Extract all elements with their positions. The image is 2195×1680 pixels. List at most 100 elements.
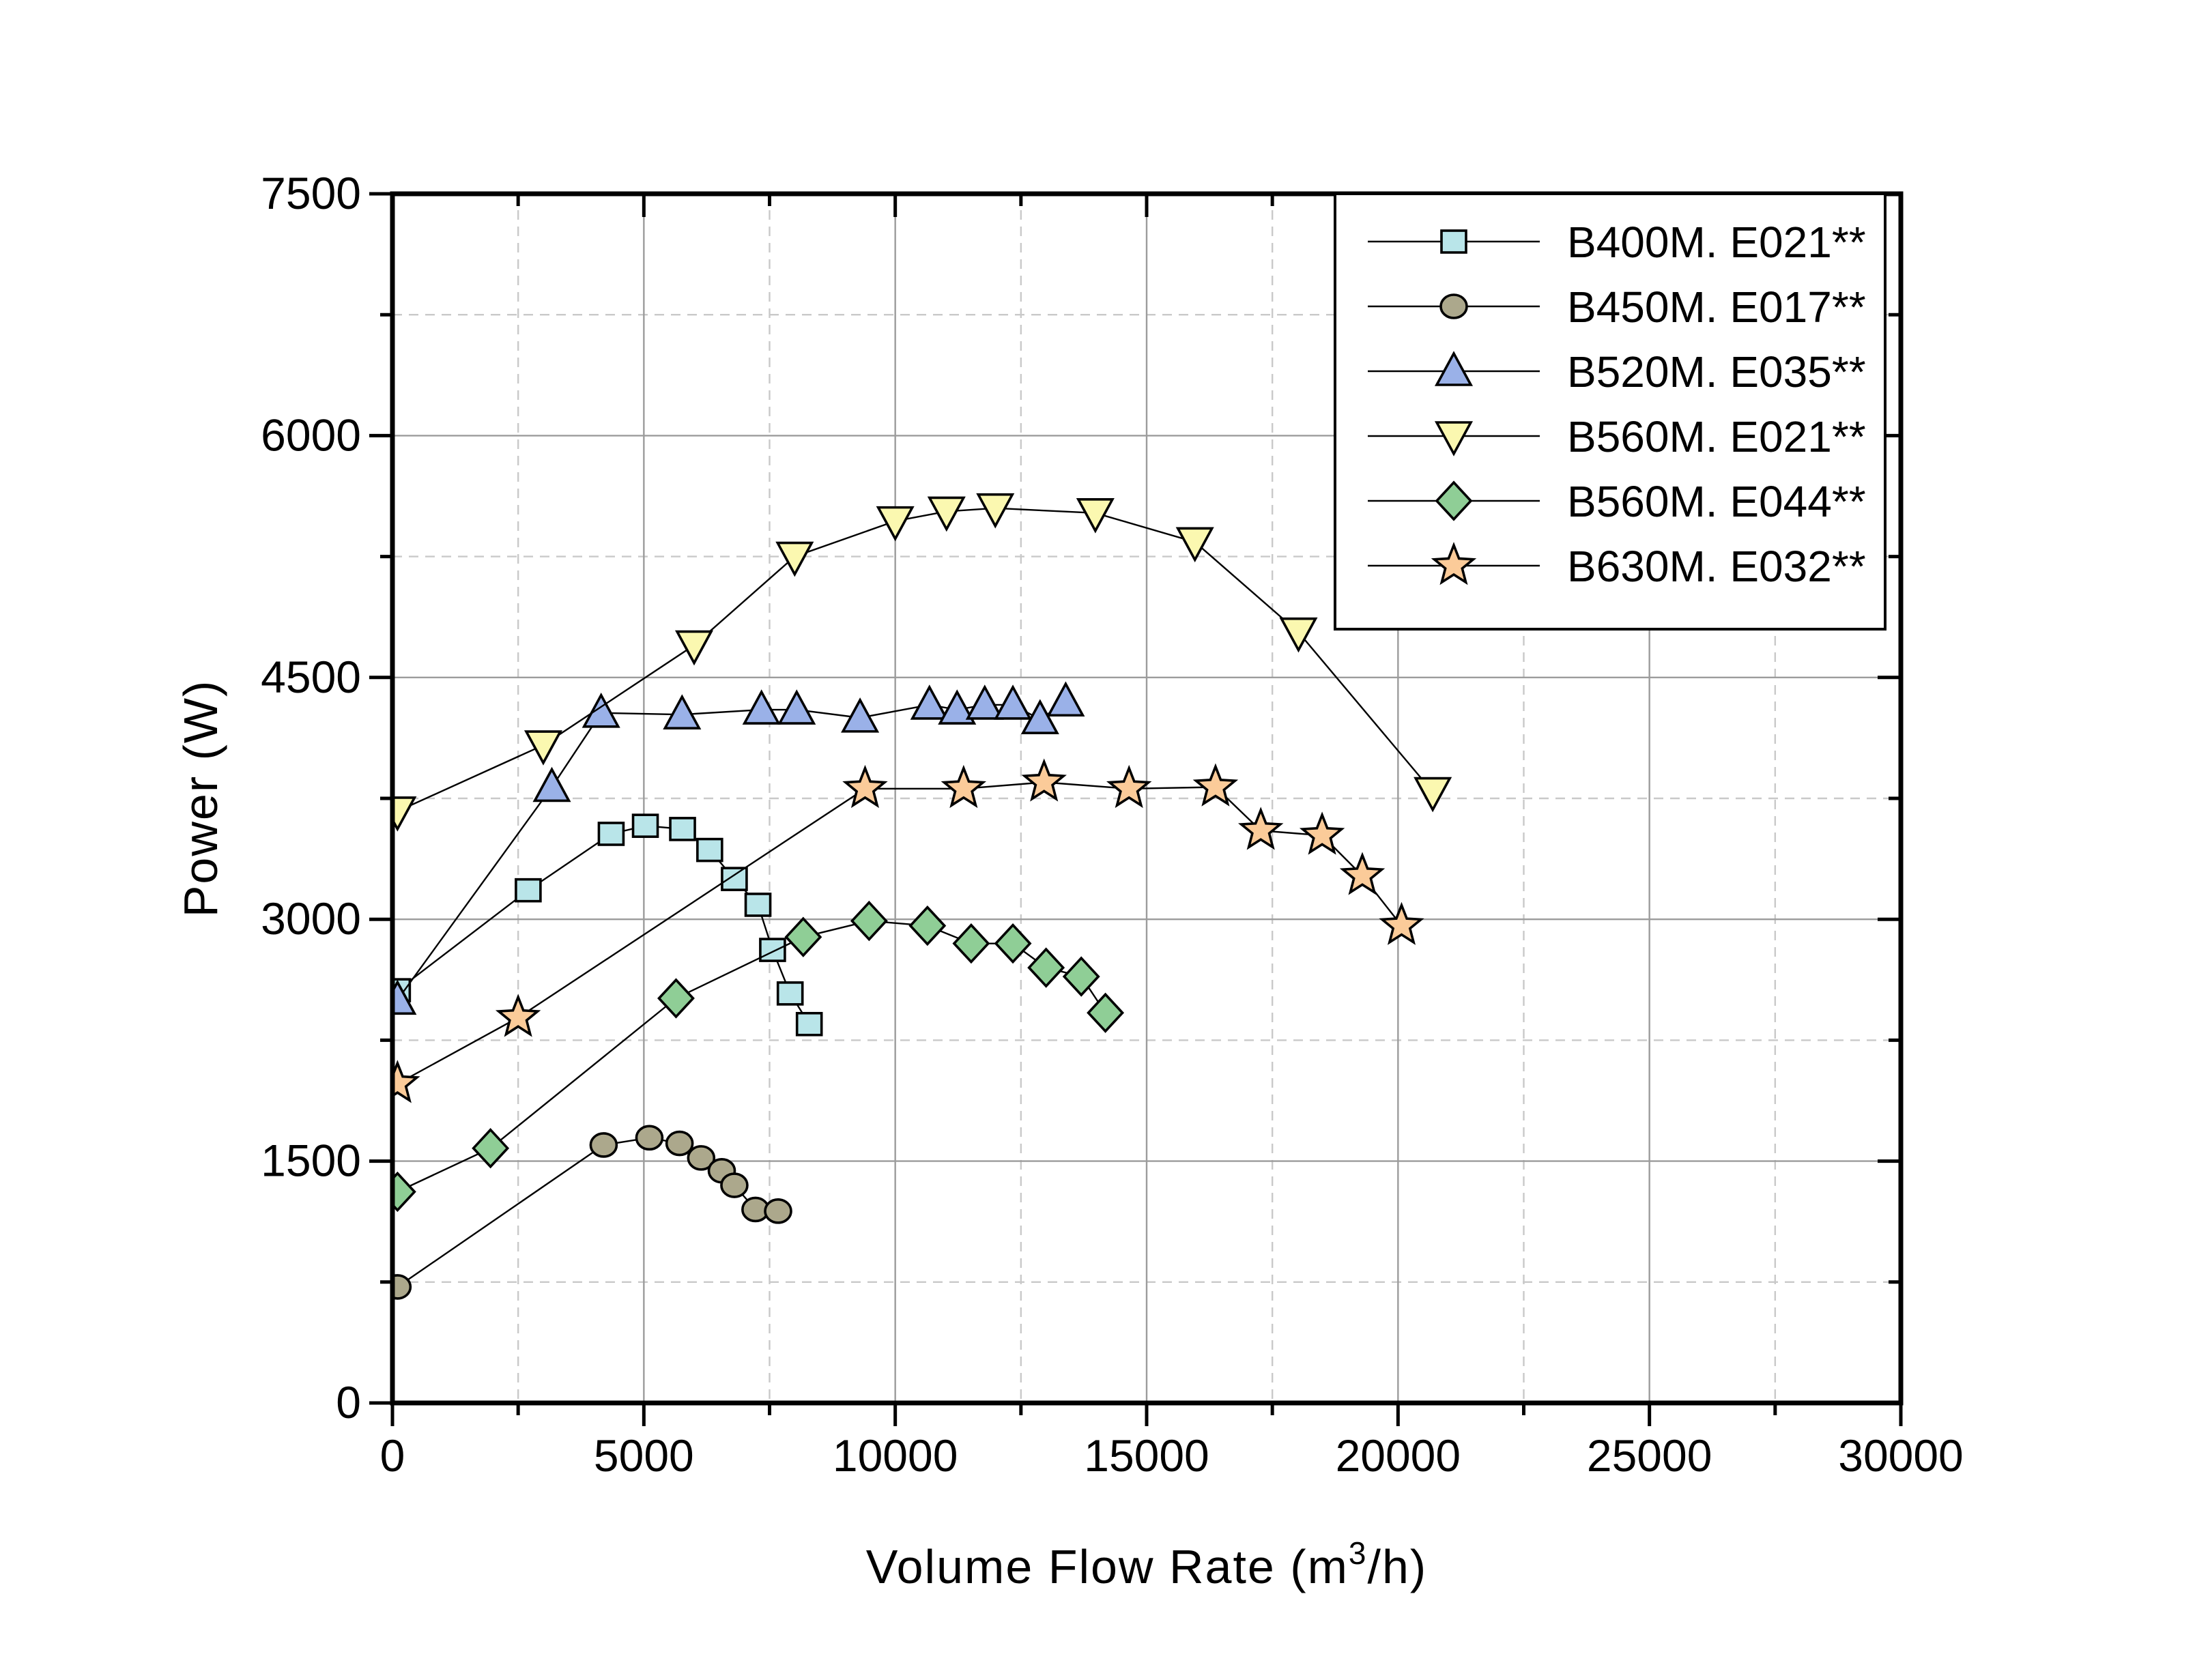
data-point-marker	[1175, 527, 1214, 563]
data-point-marker	[965, 684, 1004, 720]
series-b400m-e021-	[392, 813, 823, 1037]
data-point-marker	[392, 796, 417, 832]
data-point-marker	[777, 689, 816, 725]
data-point-marker	[994, 684, 1033, 720]
legend-label: B560M. E021**	[1567, 412, 1866, 461]
data-point-marker	[515, 878, 542, 903]
data-point-marker	[532, 766, 571, 802]
data-point-marker	[1279, 617, 1318, 653]
data-point-marker	[687, 1145, 716, 1171]
data-point-marker	[764, 1198, 792, 1224]
data-point-marker	[523, 730, 563, 766]
y-axis-title: Power (W)	[174, 680, 227, 918]
data-point-marker	[669, 817, 696, 841]
data-point-marker	[631, 813, 659, 838]
legend-entry: B560M. E044**	[1368, 477, 1866, 526]
legend-label: B630M. E032**	[1567, 542, 1866, 591]
data-point-marker	[665, 1130, 694, 1157]
x-tick-label: 15000	[1084, 1430, 1209, 1481]
series-layer	[392, 493, 1452, 1300]
data-point-marker	[1434, 421, 1474, 457]
legend-label: B560M. E044**	[1567, 477, 1866, 526]
data-point-marker	[784, 916, 822, 957]
series-b630m-e032-	[392, 758, 1424, 1103]
series-b560m-e021-	[392, 493, 1452, 832]
y-tick-label: 3000	[261, 893, 361, 944]
axis-ticks	[369, 192, 1903, 1426]
series-line	[397, 507, 1434, 812]
data-point-marker	[850, 900, 888, 942]
legend-entry: B560M. E021**	[1368, 412, 1866, 461]
data-point-marker	[392, 979, 417, 1015]
data-point-marker	[495, 994, 541, 1037]
x-tick-label: 25000	[1587, 1430, 1712, 1481]
series-line	[397, 824, 810, 1025]
data-point-marker	[657, 978, 695, 1019]
data-point-marker	[1021, 758, 1067, 802]
series-b560m-e044-	[392, 900, 1125, 1213]
data-point-marker	[1379, 901, 1424, 945]
data-point-marker	[663, 694, 702, 729]
data-point-marker	[696, 837, 723, 863]
data-point-marker	[1339, 852, 1386, 895]
data-point-marker	[876, 506, 915, 542]
series-b450m-e017-	[392, 1125, 792, 1300]
series-b520m-e035-	[392, 681, 1085, 1015]
data-point-marker	[795, 1011, 823, 1037]
data-point-marker	[842, 764, 888, 809]
data-point-marker	[1062, 956, 1100, 997]
data-point-marker	[721, 867, 748, 891]
data-point-marker	[759, 938, 786, 962]
data-point-marker	[742, 689, 781, 725]
legend-entry: B450M. E017**	[1368, 283, 1866, 332]
legend-label: B400M. E021**	[1567, 218, 1866, 267]
data-point-marker	[941, 764, 987, 809]
data-point-marker	[1434, 351, 1474, 386]
major-gridlines	[392, 194, 1901, 1403]
y-tick-label: 0	[336, 1377, 361, 1428]
data-point-marker	[392, 1060, 420, 1103]
legend-box	[1334, 192, 1886, 631]
y-tick-label: 1500	[261, 1135, 361, 1186]
data-point-marker	[976, 493, 1015, 529]
legend-label: B450M. E017**	[1567, 283, 1866, 332]
data-point-marker	[635, 1125, 664, 1151]
data-point-marker	[472, 1128, 510, 1169]
data-point-marker	[1440, 229, 1467, 254]
data-point-marker	[1027, 947, 1065, 988]
legend-entry: B520M. E035**	[1368, 347, 1866, 396]
y-tick-label: 7500	[261, 168, 361, 218]
data-point-marker	[1238, 807, 1284, 850]
x-axis-title: Volume Flow Rate (m3/h)	[866, 1535, 1427, 1593]
data-point-marker	[775, 541, 814, 577]
data-point-marker	[674, 630, 714, 666]
data-point-marker	[1435, 480, 1473, 521]
legend: B400M. E021** B450M. E017** B520M. E035** B…	[1334, 192, 1886, 631]
data-point-marker	[1087, 992, 1125, 1033]
x-tick-label: 0	[380, 1430, 405, 1481]
x-axis-title-text: Volume Flow Rate (m3/h)	[866, 1535, 1427, 1593]
y-tick-label: 6000	[261, 409, 361, 460]
data-point-marker	[776, 981, 804, 1006]
legend-label: B520M. E035**	[1567, 347, 1866, 396]
legend-entry: B630M. E032**	[1368, 542, 1866, 591]
y-tick-labels: 0 1500 3000 4500 6000 7500	[261, 168, 361, 1428]
x-tick-labels: 0 5000 10000 15000 20000 25000 30000	[380, 1430, 1964, 1481]
data-point-marker	[744, 893, 772, 917]
data-point-marker	[392, 1171, 416, 1213]
data-point-marker	[1020, 699, 1059, 735]
data-point-marker	[392, 1274, 412, 1300]
data-point-marker	[1439, 293, 1468, 319]
data-point-marker	[589, 1132, 618, 1158]
data-point-marker	[994, 923, 1032, 964]
data-point-marker	[582, 693, 620, 728]
data-point-marker	[952, 923, 990, 964]
x-tick-label: 5000	[594, 1430, 694, 1481]
data-point-marker	[1076, 498, 1115, 534]
data-point-marker	[1192, 763, 1239, 807]
x-tick-label: 20000	[1336, 1430, 1461, 1481]
data-point-marker	[841, 697, 880, 733]
data-point-marker	[908, 906, 947, 946]
